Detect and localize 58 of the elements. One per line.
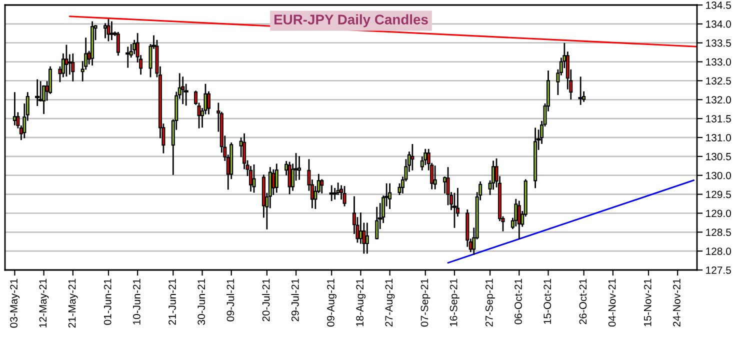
x-tick-label: 26-Oct-21	[579, 278, 587, 324]
candlestick	[288, 162, 292, 194]
y-tick-label: 128.0	[706, 248, 731, 255]
x-tick-label: 10-Jun-21	[133, 278, 140, 324]
y-tick-label: 132.5	[706, 77, 731, 85]
x-tick-label: 20-Jul-21	[262, 278, 270, 322]
y-tick-label: 129.5	[706, 190, 731, 198]
x-tick-label: 03-May-21	[10, 278, 20, 328]
candlestick	[365, 222, 369, 254]
candlestick	[71, 54, 75, 82]
x-tick-label: 06-Oct-21	[514, 278, 522, 324]
candlestick	[42, 85, 46, 114]
x-tick-label: 16-Sep-21	[450, 278, 460, 326]
y-tick-label: 131.0	[706, 134, 731, 142]
x-tick-label: 09-Jul-21	[226, 278, 234, 322]
x-tick-label: 07-Sep-21	[420, 278, 430, 327]
candlestick	[342, 186, 346, 206]
x-tick-label: 29-Jul-21	[291, 278, 299, 322]
x-tick-label: 21-May-21	[68, 278, 78, 328]
y-tick-label: 131.5	[706, 115, 731, 122]
candlestick	[388, 183, 392, 209]
y-tick-label: 133.0	[706, 58, 731, 66]
y-tick-label: 130.0	[706, 172, 731, 180]
x-tick-label: 15-Nov-21	[644, 278, 652, 326]
x-tick-label: 21-Jun-21	[168, 278, 176, 325]
candlestick	[410, 144, 414, 170]
x-tick-label: 27-Aug-21	[385, 278, 395, 326]
candlestick	[252, 164, 256, 193]
x-tick-label: 30-Jun-21	[198, 278, 206, 325]
candlestick	[433, 166, 437, 190]
y-tick-label: 133.5	[706, 39, 731, 47]
x-tick-label: 24-Nov-21	[673, 278, 680, 326]
candlestick	[116, 32, 120, 56]
candlestick	[64, 44, 68, 76]
y-tick-label: 128.5	[706, 228, 731, 236]
candlestick	[12, 92, 16, 126]
y-tick-label: 134.5	[706, 2, 731, 9]
text: EUR-JPY Daily Candles	[274, 14, 428, 28]
candlestick	[274, 164, 278, 193]
candlestick	[375, 206, 379, 240]
x-tick-label: 01-Jun-21	[104, 278, 112, 325]
x-tick-label: 12-May-21	[39, 278, 49, 328]
y-tick-label: 129.0	[706, 210, 731, 218]
x-tick-label: 15-Oct-21	[544, 278, 552, 324]
y-tick-label: 134.0	[706, 20, 731, 28]
candlestick	[132, 40, 136, 54]
x-tick-label: 18-Aug-21	[356, 278, 366, 326]
candlestick	[517, 200, 521, 240]
x-tick-label: 09-Aug-21	[327, 278, 336, 327]
x-tick-label: 04-Nov-21	[608, 278, 616, 327]
y-tick-label: 127.5	[706, 266, 731, 274]
y-tick-label: 130.5	[706, 152, 731, 160]
candlestick	[181, 76, 185, 104]
candlestick	[297, 156, 302, 180]
candlestick	[206, 91, 210, 114]
x-tick-label: 27-Sep-21	[485, 278, 495, 326]
candlestick	[106, 19, 110, 42]
y-tick-label: 132.0	[706, 96, 731, 104]
